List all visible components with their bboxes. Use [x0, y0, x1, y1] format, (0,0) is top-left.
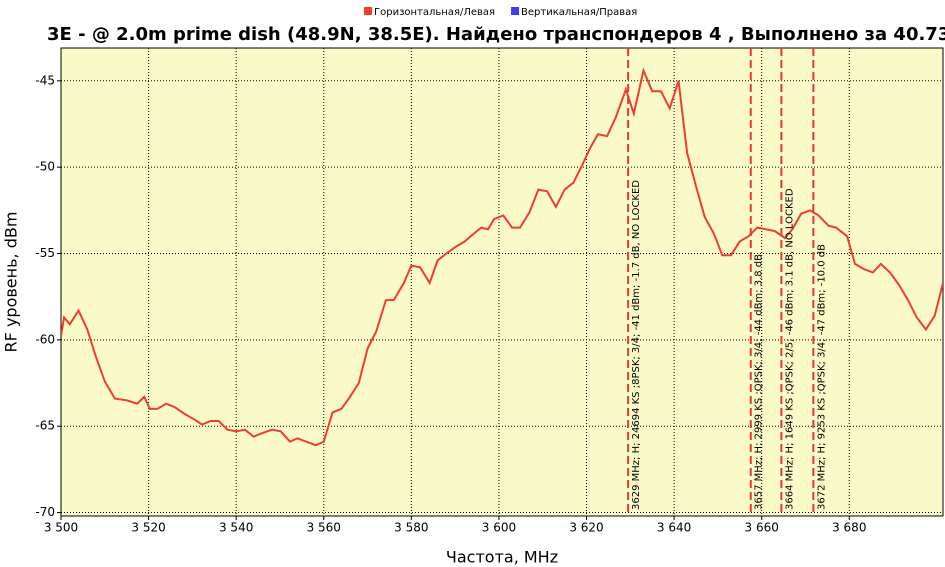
y-tick-label: -50 [35, 160, 55, 174]
legend-swatch [511, 7, 520, 15]
series-line [61, 67, 943, 447]
x-tick-label: 3 600 [482, 521, 516, 535]
x-tick-label: 3 540 [219, 521, 253, 535]
y-tick-label: -60 [35, 332, 55, 346]
x-tick-label: 3 520 [131, 521, 165, 535]
transponder-label: 3664 MHz; H; 1649 KS ;QPSK; 2/5; -46 dBm… [784, 188, 795, 510]
plot-frame [60, 47, 944, 517]
x-axis-label: Частота, MHz [446, 548, 558, 567]
y-tick-label: -65 [35, 419, 55, 433]
legend-label: Вертикальная/Правая [521, 7, 637, 18]
transponder-label: 3672 MHz; H; 9253 KS ;QPSK; 3/4; -47 dBm… [816, 244, 827, 510]
legend-swatch [364, 7, 372, 15]
plot-area [61, 48, 943, 516]
x-tick-label: 3 500 [44, 521, 78, 535]
x-tick-label: 3 640 [657, 521, 691, 535]
x-tick-label: 3 660 [745, 521, 779, 535]
x-tick-label: 3 580 [394, 521, 428, 535]
x-tick-label: 3 560 [307, 521, 341, 535]
y-tick-label: -70 [35, 505, 55, 519]
x-tick-label: 3 680 [832, 521, 866, 535]
y-axis-label: RF уровень, dBm [2, 212, 21, 353]
transponder-label: 3629 MHz; H; 24694 KS ;8PSK; 3/4; -41 dB… [631, 180, 642, 510]
y-tick-label: -55 [35, 246, 55, 260]
x-tick-label: 3 620 [569, 521, 603, 535]
transponder-label: 3657 MHz; H; 2999 KS ;QPSK; 3/4; -44 dBm… [754, 254, 765, 510]
chart-title: 3E - @ 2.0m prime dish (48.9N, 38.5E). Н… [47, 24, 945, 45]
legend-label: Горизонтальная/Левая [374, 7, 495, 18]
y-tick-label: -45 [35, 73, 55, 87]
